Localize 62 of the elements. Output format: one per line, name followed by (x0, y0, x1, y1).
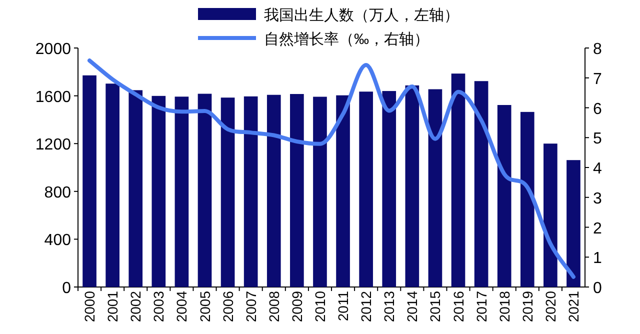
x-tick-label: 2002 (128, 290, 144, 322)
bar (451, 74, 466, 287)
y2-tick-label: 1 (593, 250, 602, 268)
x-tick-label: 2021 (565, 290, 582, 322)
x-tick-label: 2014 (404, 290, 420, 322)
bar (405, 85, 420, 287)
x-tick-label: 2008 (266, 290, 282, 322)
y2-tick-label: 2 (593, 220, 602, 238)
y2-tick-label: 4 (593, 160, 602, 178)
y-tick-label: 400 (44, 232, 72, 250)
y-tick-label: 800 (44, 184, 72, 202)
y-tick-label: 1200 (35, 136, 72, 154)
bar (520, 112, 534, 287)
bar (382, 91, 396, 287)
bar (566, 160, 580, 287)
bar (428, 89, 442, 287)
y-tick-label: 1600 (35, 88, 72, 106)
x-tick-label: 2016 (450, 290, 466, 322)
bar (82, 75, 96, 287)
x-tick-label: 2019 (519, 290, 536, 322)
y2-tick-label: 8 (593, 41, 602, 58)
bar (336, 95, 350, 287)
line-series (88, 58, 576, 279)
bar (474, 81, 488, 287)
x-tick-label: 2015 (427, 290, 444, 322)
x-tick-label: 2010 (312, 290, 328, 322)
bar (544, 144, 558, 287)
bar (290, 94, 304, 287)
bar (106, 84, 120, 287)
x-tick-label: 2001 (104, 290, 121, 322)
x-tick-label: 2000 (82, 290, 98, 322)
bar (128, 90, 143, 287)
x-tick-label: 2012 (358, 290, 374, 322)
x-tick-label: 2005 (196, 290, 213, 322)
legend-label: 自然增长率（‰，右轴） (264, 31, 429, 48)
bar (359, 92, 373, 287)
x-tick-label: 2003 (150, 290, 167, 322)
y-tick-label: 0 (62, 280, 72, 297)
bar (313, 96, 327, 287)
x-tick-label: 2020 (542, 290, 558, 322)
x-tick-label: 2007 (242, 290, 259, 322)
y-tick-label: 2000 (35, 41, 72, 58)
x-tick-label: 2017 (473, 290, 490, 322)
x-tick-label: 2006 (220, 290, 236, 322)
bar (174, 96, 189, 287)
bar (244, 96, 258, 287)
x-tick-label: 2018 (496, 290, 512, 322)
y2-tick-label: 5 (593, 130, 602, 148)
y2-tick-label: 3 (593, 190, 602, 208)
y2-tick-label: 6 (593, 100, 602, 118)
x-tick-label: 2011 (335, 290, 352, 322)
bar (220, 98, 235, 287)
bar (198, 94, 212, 287)
bar (152, 96, 166, 287)
x-tick-label: 2009 (288, 290, 305, 322)
x-tick-label: 2013 (381, 290, 398, 322)
bar (266, 94, 281, 287)
legend-label: 我国出生人数（万人，左轴） (264, 7, 459, 24)
y2-tick-label: 7 (593, 70, 602, 88)
bar (497, 105, 512, 287)
x-tick-label: 2004 (174, 290, 190, 322)
y2-tick-label: 0 (593, 280, 602, 297)
